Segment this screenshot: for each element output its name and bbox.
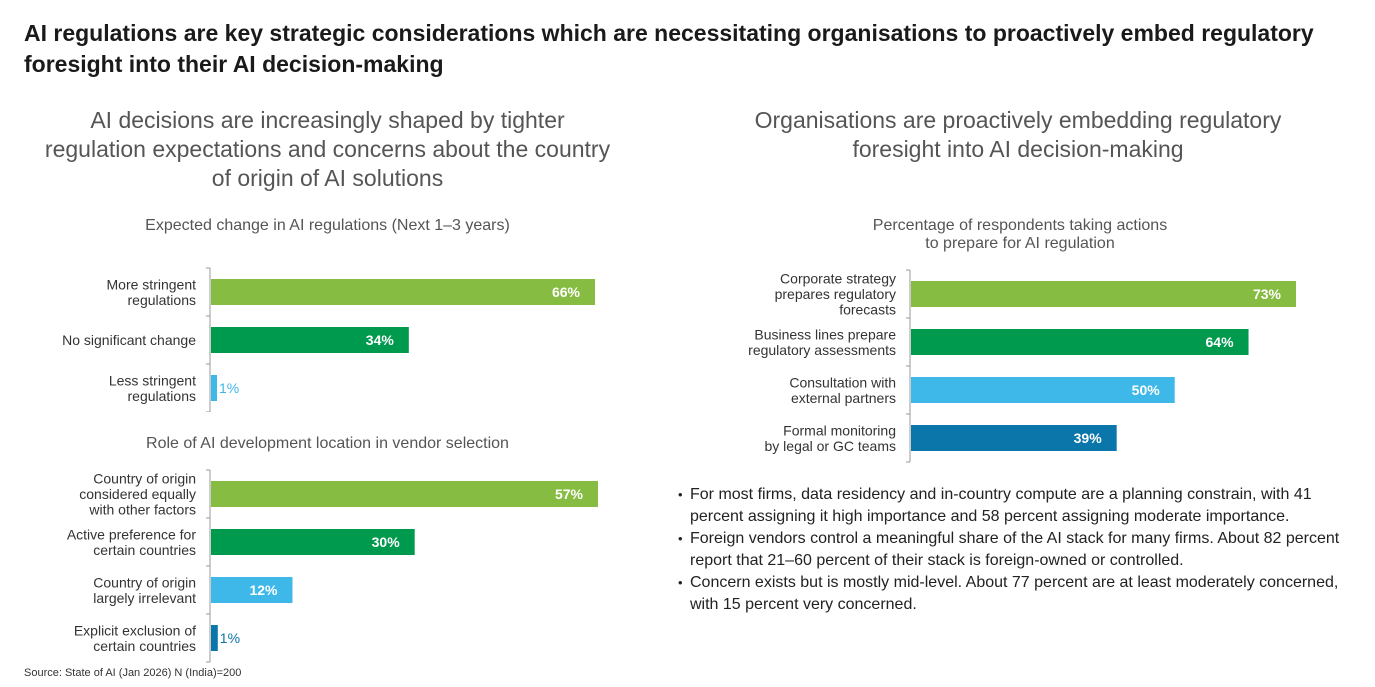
category-label: considered equally [79,486,196,502]
category-label: Explicit exclusion of [74,622,196,638]
bar [911,329,1249,355]
bar [211,625,218,651]
bar [211,327,409,353]
data-label: 50% [1132,382,1161,398]
data-label: 30% [372,534,401,550]
bar [211,577,293,603]
right-section-title: Organisations are proactively embedding … [754,107,1282,162]
category-label: certain countries [93,638,196,654]
bar [211,279,595,305]
bar [911,281,1296,307]
category-label: Country of origin [93,574,196,590]
category-label: with other factors [88,502,196,518]
page-title: AI regulations are key strategic conside… [24,20,1314,77]
bar [211,481,598,507]
category-label: Business lines prepare [754,326,896,342]
category-label: Active preference for [67,526,197,542]
data-label: 39% [1074,430,1103,446]
category-label: by legal or GC teams [765,438,897,454]
data-label: 57% [555,486,584,502]
category-label: More stringent [107,276,197,292]
insights-list: For most firms, data residency and in-co… [678,484,1348,616]
category-label: Less stringent [109,372,196,388]
category-label: Formal monitoring [783,422,896,438]
chart3-title-line-1: Percentage of respondents taking actions [872,217,1168,234]
insight-bullet: Foreign vendors control a meaningful sha… [678,528,1348,572]
bar [211,529,415,555]
bar [911,377,1175,403]
category-label: Corporate strategy [780,271,896,287]
category-label: external partners [791,390,896,406]
data-label: 12% [249,582,278,598]
bar [211,375,217,401]
category-label: regulatory assessments [748,342,896,358]
category-label: forecasts [839,302,896,318]
chart2-title: Role of AI development location in vendo… [146,435,509,452]
data-label: 66% [552,284,581,300]
data-label: 64% [1206,334,1235,350]
chart3-title-line-2: to prepare for AI regulation [925,235,1115,252]
data-label: 34% [366,332,395,348]
source-note: Source: State of AI (Jan 2026) N (India)… [24,667,242,679]
left-section-title: AI decisions are increasingly shaped by … [44,107,611,191]
data-label: 1% [220,630,240,646]
category-label: prepares regulatory [775,286,896,302]
category-label: Country of origin [93,471,196,487]
insight-bullet: Concern exists but is mostly mid-level. … [678,572,1348,616]
chart3-title: Percentage of respondents taking actions… [760,217,1280,253]
data-label: 1% [219,380,239,396]
data-label: 73% [1253,286,1282,302]
category-label: largely irrelevant [93,590,196,606]
category-label: No significant change [62,332,196,348]
category-label: certain countries [93,542,196,558]
chart1-title: Expected change in AI regulations (Next … [145,217,510,234]
bar [911,425,1117,451]
category-label: Consultation with [789,374,896,390]
insight-bullet: For most firms, data residency and in-co… [678,484,1348,528]
category-label: regulations [128,388,197,404]
category-label: regulations [128,292,197,308]
